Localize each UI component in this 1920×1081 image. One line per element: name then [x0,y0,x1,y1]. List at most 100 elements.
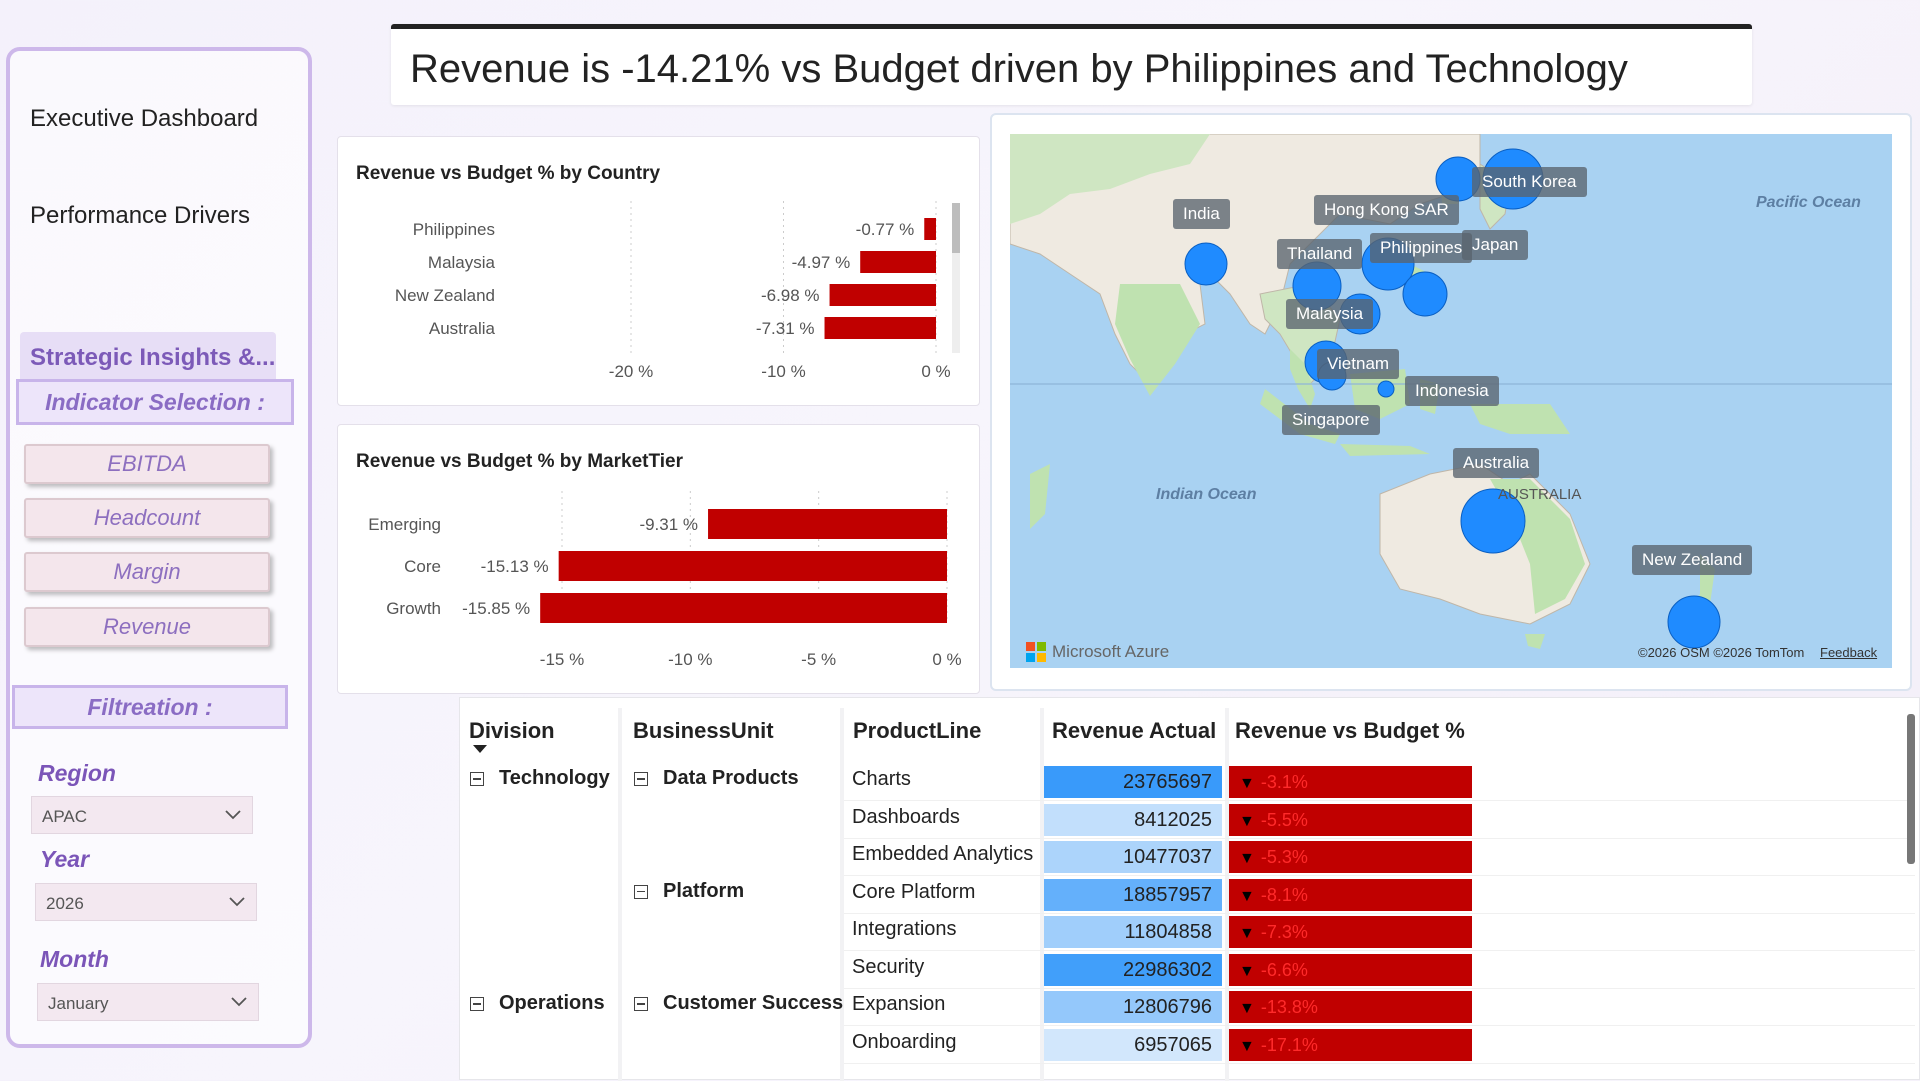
collapse-icon[interactable] [634,884,648,899]
collapse-icon[interactable] [470,772,484,786]
revenue-actual-cell: 10477037 [1044,841,1222,873]
row-divider [844,987,1915,989]
map-label-india: India [1173,199,1230,229]
region-value: APAC [42,807,88,826]
collapse-icon[interactable] [634,997,648,1011]
category-label: Growth [386,599,441,618]
map-label-philippines: Philippines [1370,233,1473,263]
x-tick-label: 0 % [932,650,961,669]
data-label: -4.97 % [792,253,851,272]
x-tick-label: -10 % [668,650,712,669]
revenue-actual-cell: 22986302 [1044,953,1222,986]
division-cell: Operations [499,992,605,1014]
indicator-margin-button[interactable]: Margin [24,552,270,592]
sidebar: Executive Dashboard Performance Drivers … [6,47,312,1048]
row-divider [844,1062,1915,1064]
productline-cell: Security [852,955,925,978]
x-tick-label: -15 % [540,650,584,669]
scrollbar-thumb[interactable] [952,203,960,253]
businessunit-cell: Data Products [663,767,799,789]
revenue-matrix: Division BusinessUnit ProductLine Revenu… [459,697,1920,1081]
row-divider [844,950,1915,951]
bar-malaysia [860,251,936,273]
data-label: -7.31 % [756,319,815,338]
data-label: -15.13 % [481,557,549,576]
azure-brand-text: Microsoft Azure [1052,642,1170,661]
microsoft-logo-icon [1026,642,1046,662]
ocean-label-indian: Indian Ocean [1156,486,1257,503]
nav-executive-dashboard[interactable]: Executive Dashboard [30,105,259,132]
revenue-actual-cell: 11804858 [1044,916,1222,948]
x-tick-label: -10 % [761,362,805,381]
nav-strategic-insights[interactable]: Strategic Insights &... [20,332,276,387]
bubble-indonesia [1377,380,1395,398]
indicator-selection-title: Indicator Selection : [16,379,294,425]
revenue-actual-cell: 18857957 [1044,878,1222,911]
bar-philippines [924,218,936,240]
map-feedback-link[interactable]: Feedback [1820,645,1878,660]
bar-new-zealand [829,284,936,306]
page-title: Revenue is -14.21% vs Budget driven by P… [410,47,1628,91]
month-value: January [48,994,109,1013]
tier-chart-title: Revenue vs Budget % by MarketTier [356,451,683,472]
chevron-down-icon [225,810,241,820]
row-divider [844,1025,1915,1026]
bar-core [558,551,947,581]
category-label: New Zealand [395,286,495,305]
bubble-australia [1460,488,1526,554]
down-arrow-icon: ▼ [1239,962,1255,980]
category-label: Malaysia [428,253,496,272]
tasmania [1525,634,1545,649]
tier-bar-chart: -15 % -10 % -5 % 0 % Emerging -9.31 % Core -15.… [368,491,962,669]
year-dropdown[interactable]: 2026 [35,883,257,921]
category-label: Core [404,557,441,576]
azure-brand: Microsoft Azure [1026,642,1169,662]
category-label: Philippines [413,220,495,239]
row-divider [844,837,1915,839]
header-productline[interactable]: ProductLine [853,718,982,743]
bar-australia [824,317,936,339]
indicator-revenue-button[interactable]: Revenue [24,607,270,647]
variance-cell: ▼ -6.6% [1229,953,1472,986]
year-label: Year [40,846,90,872]
map-label-indonesia: Indonesia [1405,376,1499,406]
month-dropdown[interactable]: January [37,983,259,1021]
bubble-india [1184,242,1228,286]
variance-cell: ▼ -5.5% [1229,803,1472,836]
row-divider [844,875,1915,876]
row-divider [844,800,1915,801]
collapse-icon[interactable] [634,772,648,786]
division-cell: Technology [499,767,610,789]
country-chart-title: Revenue vs Budget % by Country [356,163,661,184]
map-card: South Korea Hong Kong SAR India Thailand… [990,113,1912,691]
matrix-scrollbar[interactable] [1907,714,1915,864]
variance-cell: ▼ -7.3% [1229,916,1472,948]
chart-scrollbar[interactable] [952,203,960,353]
ocean-label-pacific: Pacific Ocean [1756,194,1861,211]
region-dropdown[interactable]: APAC [31,796,253,834]
nav-performance-drivers[interactable]: Performance Drivers [30,202,251,229]
chevron-down-icon [231,997,247,1007]
collapse-icon[interactable] [470,997,484,1011]
region-label-australia: AUSTRALIA [1498,486,1582,503]
header-businessunit[interactable]: BusinessUnit [633,718,774,743]
map-label-south-korea: South Korea [1472,167,1587,197]
country-bar-chart: -20 % -10 % 0 % Philippines -0.77 % Malaysia -… [395,201,951,381]
variance-cell: ▼ -17.1% [1229,1028,1472,1061]
x-tick-label: 0 % [921,362,950,381]
sort-desc-icon[interactable] [473,745,487,754]
header-revenue-actual[interactable]: Revenue Actual [1052,718,1217,743]
indicator-ebitda-button[interactable]: EBITDA [24,444,270,484]
down-arrow-icon: ▼ [1239,1000,1255,1017]
businessunit-cell: Customer Success [663,992,844,1014]
data-label: -15.85 % [462,599,530,618]
productline-cell: Onboarding [852,1030,957,1053]
down-arrow-icon: ▼ [1239,887,1255,905]
indicator-headcount-button[interactable]: Headcount [24,498,270,538]
header-revenue-vs-budget[interactable]: Revenue vs Budget % [1235,718,1465,743]
map-label-new-zealand: New Zealand [1632,545,1753,575]
productline-cell: Embedded Analytics [852,843,1034,865]
chevron-down-icon [229,897,245,907]
new-guinea [1470,404,1570,434]
header-division[interactable]: Division [469,718,555,743]
